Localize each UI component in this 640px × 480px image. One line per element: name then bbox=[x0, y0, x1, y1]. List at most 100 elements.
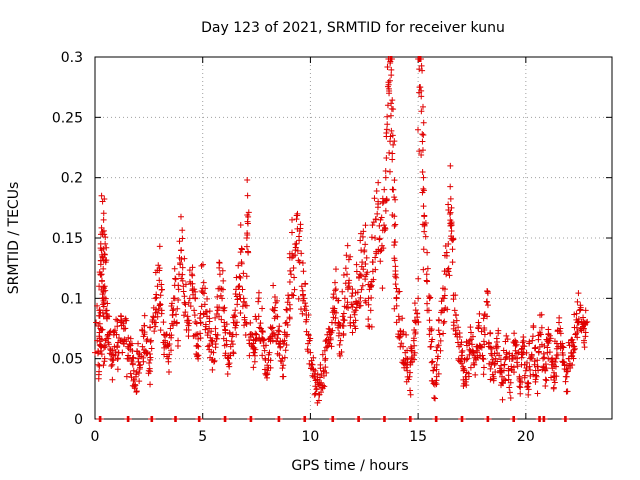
data-point bbox=[172, 275, 179, 282]
data-point bbox=[157, 292, 164, 299]
data-point bbox=[114, 366, 121, 373]
data-point bbox=[255, 289, 262, 296]
data-point bbox=[201, 290, 208, 297]
data-point bbox=[131, 381, 138, 388]
data-point bbox=[155, 305, 162, 312]
data-point bbox=[175, 337, 182, 344]
data-point bbox=[195, 335, 202, 342]
data-point bbox=[373, 187, 380, 194]
data-point bbox=[191, 286, 198, 293]
data-point bbox=[384, 121, 391, 128]
data-point bbox=[293, 240, 300, 247]
data-point bbox=[435, 316, 442, 323]
data-point bbox=[302, 300, 309, 307]
data-point bbox=[459, 352, 466, 359]
data-point bbox=[154, 283, 161, 290]
data-point bbox=[335, 332, 342, 339]
data-point bbox=[340, 272, 347, 279]
data-point bbox=[171, 295, 178, 302]
data-point bbox=[343, 304, 350, 311]
data-point bbox=[525, 380, 532, 387]
data-point bbox=[446, 272, 453, 279]
data-point bbox=[390, 141, 397, 148]
data-point bbox=[220, 277, 227, 284]
data-point bbox=[100, 299, 107, 306]
data-point bbox=[465, 373, 472, 380]
data-point bbox=[180, 288, 187, 295]
data-point bbox=[95, 375, 102, 382]
data-point bbox=[98, 351, 105, 358]
data-point bbox=[498, 368, 505, 375]
data-point bbox=[145, 370, 152, 377]
data-point-zero bbox=[541, 416, 548, 422]
data-point bbox=[569, 352, 576, 359]
data-point bbox=[100, 362, 107, 369]
data-point bbox=[174, 343, 181, 350]
data-point bbox=[127, 370, 134, 377]
data-point bbox=[563, 373, 570, 380]
data-point bbox=[199, 261, 206, 268]
data-point bbox=[534, 363, 541, 370]
data-point bbox=[580, 325, 587, 332]
data-point bbox=[449, 246, 456, 253]
data-point bbox=[110, 328, 117, 335]
data-point bbox=[392, 268, 399, 275]
data-point bbox=[571, 343, 578, 350]
data-point bbox=[209, 366, 216, 373]
data-point bbox=[259, 328, 266, 335]
data-point bbox=[185, 327, 192, 334]
data-point bbox=[347, 314, 354, 321]
data-point bbox=[466, 346, 473, 353]
data-point bbox=[181, 255, 188, 262]
data-point bbox=[271, 294, 278, 301]
data-point bbox=[296, 259, 303, 266]
data-point bbox=[398, 340, 405, 347]
data-point bbox=[403, 331, 410, 338]
data-point bbox=[437, 337, 444, 344]
data-point bbox=[544, 344, 551, 351]
data-point bbox=[113, 316, 120, 323]
data-point bbox=[570, 349, 577, 356]
data-point bbox=[163, 331, 170, 338]
data-point bbox=[541, 343, 548, 350]
data-point-zero bbox=[197, 416, 203, 422]
data-point bbox=[276, 323, 283, 330]
data-point bbox=[543, 377, 550, 384]
data-point bbox=[411, 300, 418, 307]
data-point bbox=[214, 307, 221, 314]
data-point bbox=[416, 148, 423, 155]
data-point bbox=[158, 286, 165, 293]
data-point bbox=[102, 240, 109, 247]
data-point bbox=[122, 315, 129, 322]
data-point bbox=[551, 376, 558, 383]
data-point bbox=[507, 394, 514, 401]
data-point bbox=[348, 293, 355, 300]
data-point bbox=[120, 320, 127, 327]
data-point bbox=[494, 358, 501, 365]
data-point bbox=[582, 320, 589, 327]
data-point bbox=[423, 271, 430, 278]
data-point bbox=[551, 379, 558, 386]
data-point bbox=[496, 352, 503, 359]
data-point bbox=[274, 335, 281, 342]
data-point bbox=[319, 351, 326, 358]
data-point bbox=[96, 368, 103, 375]
data-point bbox=[498, 362, 505, 369]
data-point bbox=[330, 291, 337, 298]
data-point bbox=[344, 299, 351, 306]
data-point bbox=[186, 295, 193, 302]
data-point bbox=[103, 335, 110, 342]
data-point bbox=[347, 253, 354, 260]
data-point bbox=[98, 278, 105, 285]
data-point bbox=[377, 248, 384, 255]
data-point bbox=[292, 244, 299, 251]
data-point bbox=[383, 126, 390, 133]
data-point bbox=[243, 273, 250, 280]
data-point bbox=[245, 209, 252, 216]
data-point bbox=[475, 319, 482, 326]
data-point bbox=[176, 238, 183, 245]
data-point bbox=[300, 268, 307, 275]
data-point bbox=[390, 106, 397, 113]
data-point bbox=[206, 342, 213, 349]
data-point bbox=[223, 341, 230, 348]
